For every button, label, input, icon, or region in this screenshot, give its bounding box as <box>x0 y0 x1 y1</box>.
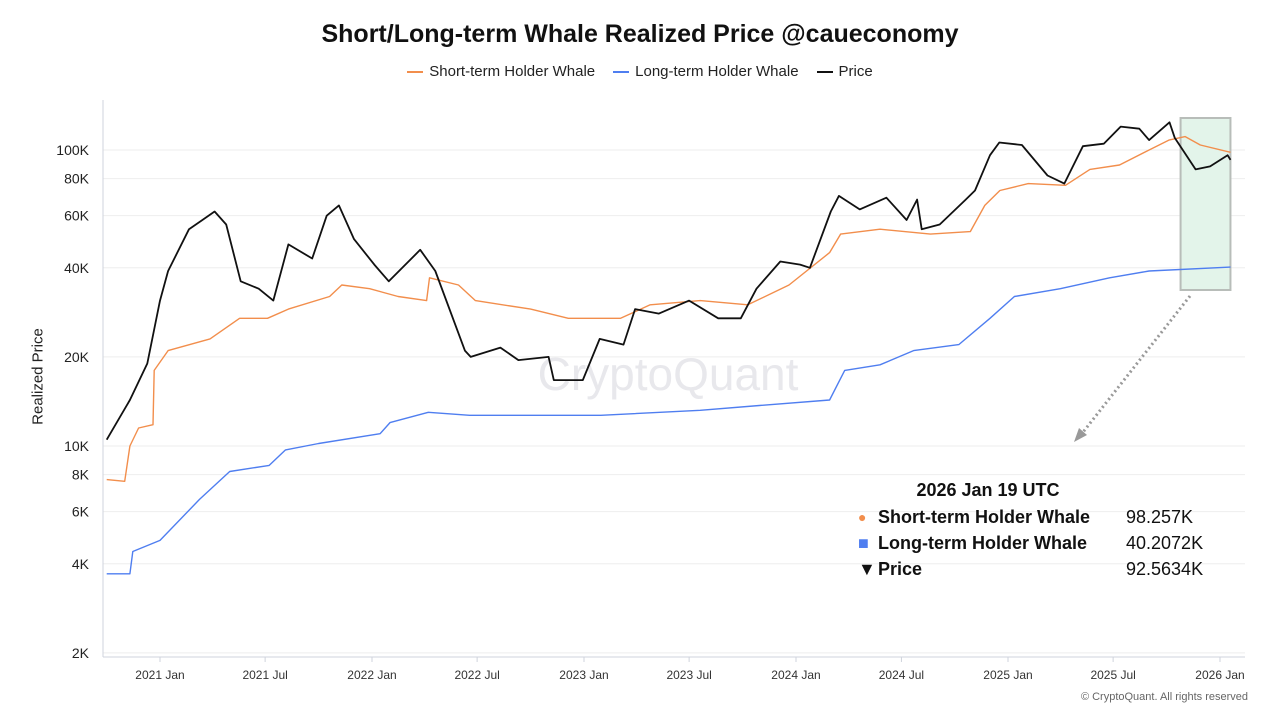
legend-item-short-term[interactable]: Short-term Holder Whale <box>407 63 595 80</box>
legend-label: Long-term Holder Whale <box>635 63 799 80</box>
tooltip-label: Short-term Holder Whale <box>878 506 1091 527</box>
x-tick-label: 2024 Jan <box>771 668 820 682</box>
x-tick-label: 2023 Jul <box>666 668 711 682</box>
legend-label: Price <box>838 63 873 80</box>
annotation-arrow <box>1078 295 1192 437</box>
tooltip-row-price: ▼ Price 92.5634K <box>858 556 1218 582</box>
y-tick-label: 60K <box>64 208 90 224</box>
x-tick-label: 2024 Jul <box>879 668 924 682</box>
x-tick-label: 2023 Jan <box>559 668 608 682</box>
x-tick-label: 2022 Jan <box>347 668 396 682</box>
tooltip-value: 40.2072K <box>1126 532 1204 553</box>
x-tick-label: 2025 Jul <box>1090 668 1135 682</box>
highlight-box <box>1179 117 1232 291</box>
chart-title: Short/Long-term Whale Realized Price @ca… <box>321 20 959 48</box>
y-tick-label: 20K <box>64 349 90 365</box>
y-tick-label: 6K <box>72 504 90 520</box>
series-line-long-term-holder-whale <box>106 266 1231 575</box>
watermark-logo: CryptoQuant <box>538 348 799 400</box>
tooltip-value: 92.5634K <box>1126 558 1204 579</box>
arrow-head-icon <box>1074 428 1087 442</box>
y-tick-label: 8K <box>72 467 90 483</box>
y-tick-label: 80K <box>64 171 90 187</box>
x-tick-label: 2021 Jul <box>242 668 287 682</box>
legend-swatch-short-term <box>407 70 424 73</box>
y-tick-label: 10K <box>64 438 90 454</box>
tooltip-label: Price <box>878 558 923 579</box>
circle-marker-icon: ● <box>858 509 867 525</box>
tooltip-row-short-term: ● Short-term Holder Whale 98.257K <box>858 504 1218 530</box>
tooltip-label: Long-term Holder Whale <box>878 532 1088 553</box>
series-line-price <box>105 121 1232 441</box>
y-tick-label: 4K <box>72 556 90 572</box>
square-marker-icon: ■ <box>858 532 869 553</box>
legend: Short-term Holder Whale Long-term Holder… <box>0 63 1280 80</box>
series-line-short-term-holder-whale <box>106 135 1231 482</box>
x-tick-label: 2026 Jan <box>1195 668 1244 682</box>
tooltip-date: 2026 Jan 19 UTC <box>916 480 1060 500</box>
x-tick-label: 2025 Jan <box>983 668 1032 682</box>
legend-item-price[interactable]: Price <box>816 63 873 80</box>
x-tick-label: 2022 Jul <box>454 668 499 682</box>
copyright: © CryptoQuant. All rights reserved <box>1080 691 1248 703</box>
legend-swatch-long-term <box>613 70 630 73</box>
legend-label: Short-term Holder Whale <box>429 63 596 80</box>
tooltip-value: 98.257K <box>1126 506 1194 527</box>
tooltip: 2026 Jan 19 UTC ● Short-term Holder Whal… <box>858 480 1218 582</box>
triangle-down-marker-icon: ▼ <box>858 558 876 579</box>
legend-swatch-price <box>816 70 833 73</box>
y-tick-label: 40K <box>64 260 90 276</box>
x-tick-label: 2021 Jan <box>135 668 184 682</box>
legend-item-long-term[interactable]: Long-term Holder Whale <box>613 63 799 80</box>
tooltip-row-long-term: ■ Long-term Holder Whale 40.2072K <box>858 530 1218 556</box>
y-tick-label: 2K <box>72 645 90 661</box>
y-tick-label: 100K <box>56 142 89 158</box>
